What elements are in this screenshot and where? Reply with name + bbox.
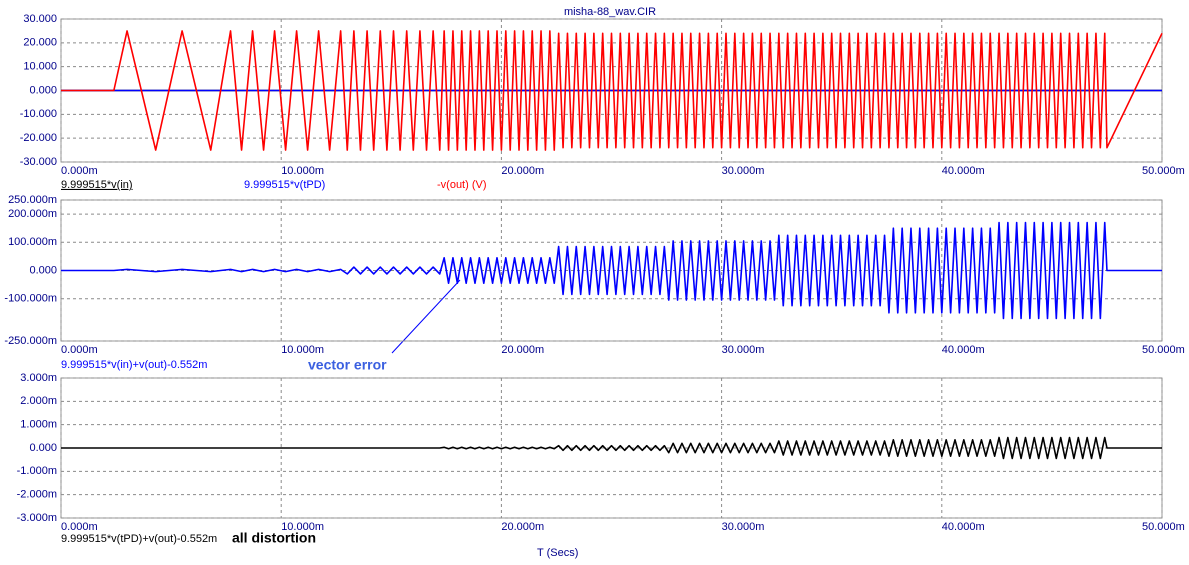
y-tick-label: -3.000m xyxy=(17,512,57,524)
x-tick-label: 30.000m xyxy=(722,165,765,177)
y-tick-label: 200.000m xyxy=(8,208,57,220)
x-tick-label: 30.000m xyxy=(722,521,765,533)
y-tick-label: 100.000m xyxy=(8,236,57,248)
y-tick-label: 0.000 xyxy=(29,442,57,454)
y-tick-label: 30.000 xyxy=(23,13,57,25)
x-tick-label: 40.000m xyxy=(942,521,985,533)
x-tick-label: 50.000m xyxy=(1142,344,1185,356)
plot-title: misha-88_wav.CIR xyxy=(564,6,656,18)
y-tick-label: -2.000m xyxy=(17,489,57,501)
y-tick-label: 20.000 xyxy=(23,37,57,49)
y-tick-label: -250.000m xyxy=(4,335,57,347)
x-tick-label: 10.000m xyxy=(281,521,324,533)
x-tick-label: 20.000m xyxy=(501,344,544,356)
x-tick-label: 40.000m xyxy=(942,165,985,177)
annotation: vector error xyxy=(308,357,387,373)
x-tick-label: 10.000m xyxy=(281,344,324,356)
x-axis-label: T (Secs) xyxy=(537,547,578,559)
legend-entry: 9.999515*v(in) xyxy=(61,179,133,191)
x-tick-label: 0.000m xyxy=(61,165,98,177)
y-tick-label: 1.000m xyxy=(20,419,57,431)
waveform xyxy=(61,30,1163,151)
legend-entry: 9.999515*v(tPD)+v(out)-0.552m xyxy=(61,533,217,545)
x-tick-label: 0.000m xyxy=(61,521,98,533)
legend-entry: 9.999515*v(tPD) xyxy=(244,179,325,191)
x-tick-label: 20.000m xyxy=(501,521,544,533)
x-tick-label: 50.000m xyxy=(1142,165,1185,177)
y-tick-label: 250.000m xyxy=(8,194,57,206)
x-tick-label: 0.000m xyxy=(61,344,98,356)
waveform xyxy=(61,436,1162,460)
y-tick-label: -1.000m xyxy=(17,465,57,477)
y-tick-label: 0.000 xyxy=(29,84,57,96)
x-tick-label: 30.000m xyxy=(722,344,765,356)
y-tick-label: 10.000 xyxy=(23,61,57,73)
y-tick-label: -20.000 xyxy=(20,132,57,144)
annotation: all distortion xyxy=(232,530,316,546)
y-tick-label: 2.000m xyxy=(20,395,57,407)
legend-entry: -v(out) (V) xyxy=(437,179,487,191)
annotation-pointer xyxy=(391,279,461,354)
y-tick-label: -10.000 xyxy=(20,108,57,120)
x-tick-label: 50.000m xyxy=(1142,521,1185,533)
y-tick-label: -30.000 xyxy=(20,156,57,168)
y-tick-label: -100.000m xyxy=(4,293,57,305)
y-tick-label: 3.000m xyxy=(20,372,57,384)
waveform xyxy=(61,221,1162,320)
x-tick-label: 10.000m xyxy=(281,165,324,177)
legend-entry: 9.999515*v(in)+v(out)-0.552m xyxy=(61,359,207,371)
x-tick-label: 40.000m xyxy=(942,344,985,356)
y-tick-label: 0.000 xyxy=(29,264,57,276)
x-tick-label: 20.000m xyxy=(501,165,544,177)
